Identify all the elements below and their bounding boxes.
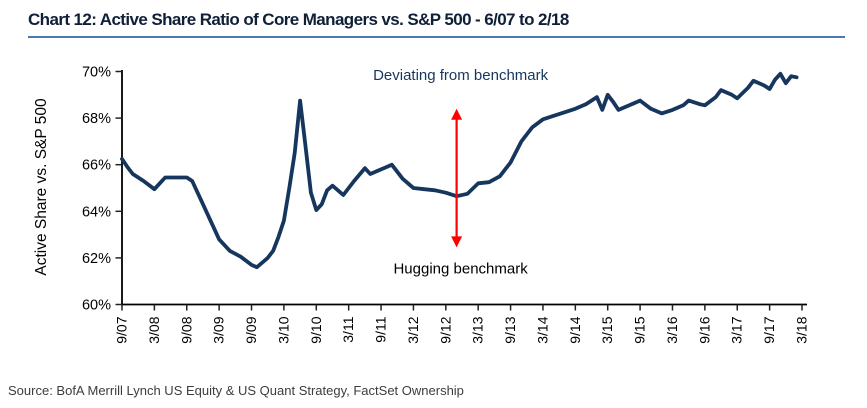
x-tick-label: 9/09 <box>243 316 259 343</box>
hugging-annotation: Hugging benchmark <box>393 260 528 277</box>
y-tick-label: 66% <box>82 158 111 174</box>
x-tick-label: 9/15 <box>632 316 648 343</box>
x-tick-label: 9/16 <box>696 316 712 343</box>
x-tick-label: 9/13 <box>502 316 518 343</box>
x-tick-label: 3/09 <box>211 316 227 343</box>
x-tick-label: 9/08 <box>178 316 194 343</box>
arrow-head-down-icon <box>451 236 463 248</box>
y-axis-title: Active Share vs. S&P 500 <box>33 98 50 276</box>
title-underline <box>28 36 845 38</box>
x-tick-label: 3/16 <box>664 316 680 343</box>
x-tick-label: 3/08 <box>146 316 162 343</box>
y-tick-label: 68% <box>82 111 111 127</box>
x-tick-label: 9/12 <box>437 316 453 343</box>
x-tick-label: 9/17 <box>761 316 777 343</box>
benchmark-range-arrow <box>451 108 463 248</box>
source-note: Source: BofA Merrill Lynch US Equity & U… <box>8 383 464 398</box>
x-tick-label: 9/11 <box>373 316 389 342</box>
chart-title: Chart 12: Active Share Ratio of Core Man… <box>28 10 569 29</box>
y-tick-label: 70% <box>82 65 111 81</box>
y-tick-label: 64% <box>82 204 111 220</box>
x-tick-label: 9/10 <box>308 316 324 343</box>
x-tick-label: 3/15 <box>599 316 615 343</box>
x-tick-label: 3/14 <box>534 316 550 343</box>
x-tick-label: 3/18 <box>794 316 810 343</box>
y-axis: 60% 62% 64% 66% 68% 70% <box>82 65 122 314</box>
arrow-head-up-icon <box>451 108 463 120</box>
active-share-line <box>120 71 799 270</box>
y-tick-label: 62% <box>82 251 111 267</box>
x-tick-label: 3/12 <box>405 316 421 343</box>
x-tick-label: 3/13 <box>470 316 486 343</box>
x-tick-label: 3/10 <box>275 316 291 343</box>
y-tick-label: 60% <box>82 298 111 314</box>
x-tick-label: 3/11 <box>340 316 356 342</box>
x-tick-label: 9/07 <box>114 316 130 343</box>
x-tick-label: 3/17 <box>729 316 745 343</box>
deviating-annotation: Deviating from benchmark <box>373 67 549 84</box>
x-axis: 9/07 3/08 9/08 3/09 9/09 3/10 9/10 3/11 9/11 3/12… <box>114 304 810 344</box>
x-tick-label: 9/14 <box>567 316 583 343</box>
